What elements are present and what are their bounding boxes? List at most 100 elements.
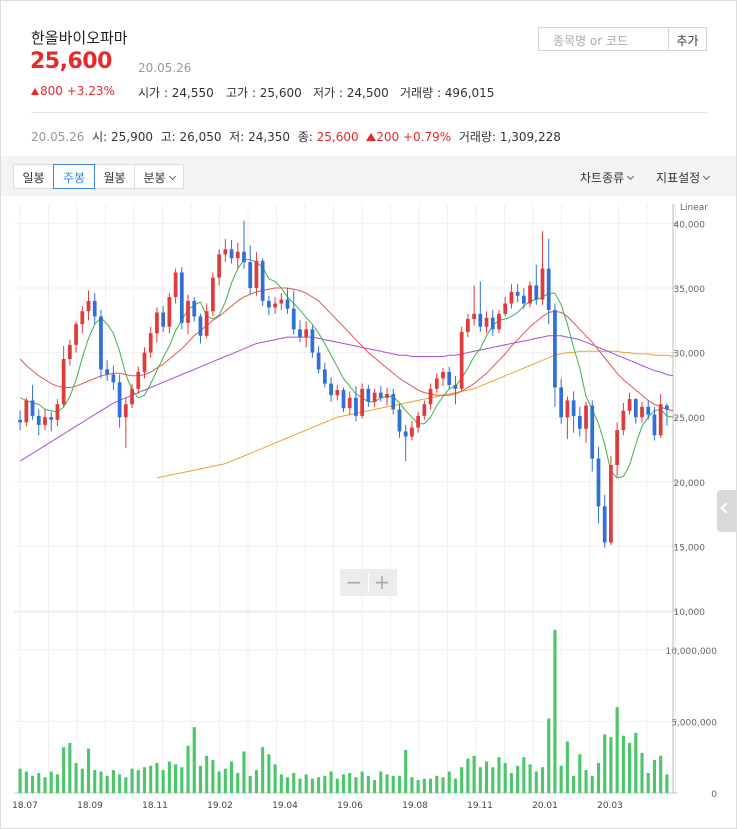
candle-body (546, 268, 551, 310)
tab-monthly[interactable]: 월봉 (94, 164, 135, 189)
volume-bar (49, 771, 53, 793)
volume-bar (572, 775, 576, 793)
volume-bar (317, 777, 321, 793)
period-change: 200 (376, 130, 400, 144)
candle-body (111, 374, 116, 383)
candle-body (99, 316, 103, 370)
candle-body (665, 405, 669, 410)
candle-body (291, 308, 296, 330)
volume-bar (652, 760, 657, 793)
price-tick-label: 10,000 (674, 608, 706, 618)
candle-body (267, 300, 271, 308)
volume-bar (484, 761, 489, 793)
volume-bar (478, 767, 482, 793)
tab-minute[interactable]: 분봉 (134, 164, 184, 189)
volume-bar (603, 734, 607, 793)
volume-bar (354, 777, 358, 793)
chevron-left-icon (720, 502, 732, 514)
volume-bar (547, 718, 551, 793)
volume-bar (329, 771, 333, 793)
candle-body (559, 387, 564, 418)
side-panel-toggle[interactable] (717, 490, 736, 532)
add-button[interactable]: 추가 (668, 27, 707, 51)
chart-toolbar: 일봉 주봉 월봉 분봉 (1, 156, 736, 196)
volume-bar (385, 774, 389, 793)
price-tick-label: 35,000 (674, 285, 706, 295)
volume-bar (516, 765, 520, 793)
volume-bar (279, 774, 283, 793)
volume-bar (559, 765, 563, 793)
price-tick-label: 40,000 (674, 220, 706, 230)
candle-body (372, 392, 377, 402)
volume-bar (609, 737, 613, 793)
candle-body (428, 388, 433, 405)
candle-body (86, 300, 91, 312)
candle-body (304, 329, 309, 338)
candle-body (273, 303, 277, 308)
candle-body (453, 384, 458, 389)
volume-bar (441, 777, 445, 793)
volume-bar (640, 752, 644, 793)
volume-bar (646, 772, 650, 793)
price-tick-label: 25,000 (674, 414, 706, 424)
candle-body (211, 277, 215, 312)
volume-bar (528, 764, 532, 793)
candle-body (621, 410, 626, 431)
candle-body (248, 262, 253, 288)
volume-bar (205, 755, 209, 793)
candle-body (385, 393, 389, 398)
tab-weekly[interactable]: 주봉 (53, 164, 95, 189)
candle-body (80, 311, 85, 325)
volume-bar (273, 764, 277, 793)
stock-chart[interactable]: 10,000 15,000 20,000 25,000 30,000 35,000 40,0… (0, 196, 737, 829)
candle-body (403, 431, 408, 437)
x-tick-label: 19.11 (467, 801, 493, 811)
x-tick-label: 19.08 (402, 801, 428, 811)
volume-bar (522, 757, 526, 793)
candle-body (142, 352, 147, 372)
open-price: 시가 : 24,550 (138, 86, 214, 100)
candle-body (92, 300, 97, 317)
chart-type-dropdown[interactable]: 차트종류 (580, 169, 635, 186)
candle-body (602, 506, 607, 543)
x-tick-label: 19.06 (337, 801, 363, 811)
candle-body (36, 415, 41, 425)
candle-body (316, 352, 321, 370)
candle-body (229, 249, 234, 259)
volume-bar (615, 707, 619, 793)
candle-body (347, 397, 352, 409)
volume-bar (248, 775, 252, 793)
volume-bar (298, 778, 302, 793)
candle-body (279, 299, 284, 304)
candle-body (497, 313, 501, 330)
candle-body (410, 427, 414, 437)
volume-bar (93, 770, 97, 793)
volume-tick-label: 0 (711, 790, 717, 800)
period-close: 25,600 (316, 130, 359, 144)
volume-bar (565, 741, 569, 793)
volume-bar (578, 754, 582, 793)
zoom-in-icon[interactable]: + (374, 570, 391, 594)
period-volume: 1,309,228 (499, 130, 561, 144)
change-percent: +3.23% (66, 84, 115, 98)
volume-bar (435, 775, 439, 793)
period-high: 26,050 (179, 130, 222, 144)
search-input[interactable]: 종목명 or 코드 (538, 27, 669, 51)
candle-body (466, 318, 470, 332)
volume-bar (491, 767, 495, 793)
indicator-settings-dropdown[interactable]: 지표설정 (656, 169, 711, 186)
candle-body (540, 268, 545, 300)
candle-body (515, 291, 520, 296)
volume-bar (534, 771, 538, 793)
volume-bar (304, 774, 308, 793)
candle-body (521, 295, 526, 304)
volume-bar (30, 775, 35, 793)
volume-bar (404, 750, 408, 793)
period-date: 20.05.26 (31, 130, 85, 144)
candle-body (565, 400, 570, 418)
zoom-out-icon[interactable]: − (346, 570, 363, 594)
ma60-line (19, 335, 674, 462)
volume-bar (80, 768, 84, 793)
chevron-down-icon (627, 172, 635, 181)
tab-daily[interactable]: 일봉 (13, 164, 54, 189)
